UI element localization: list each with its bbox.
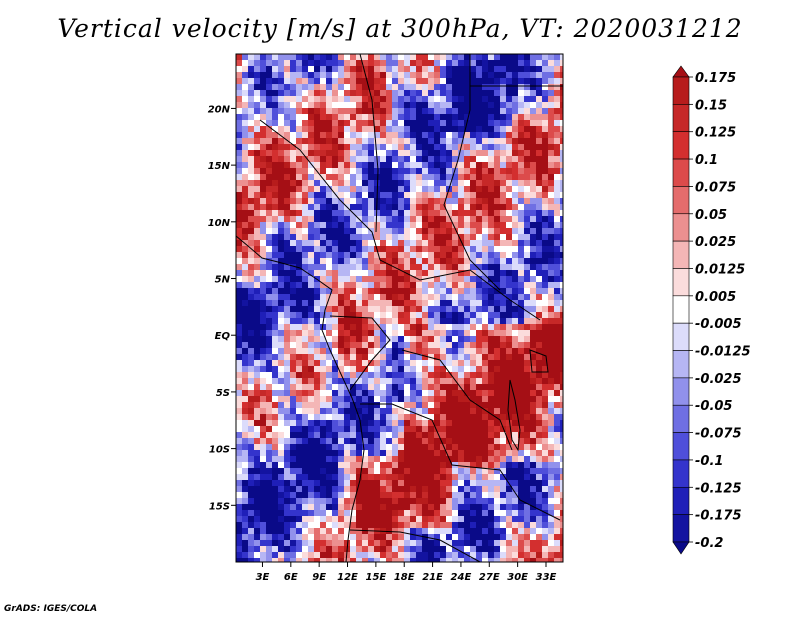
colorbar-segment (672, 158, 690, 187)
colorbar-label: 0.0125 (695, 262, 745, 277)
colorbar-label: -0.025 (695, 372, 742, 387)
colorbar-label: 0.125 (695, 126, 736, 141)
colorbar-label: 0.175 (695, 71, 736, 86)
colorbar-label: 0.075 (695, 180, 736, 195)
border-line (443, 54, 501, 291)
colorbar-label: 0.15 (695, 98, 727, 113)
colorbar-label: -0.075 (695, 427, 742, 442)
vertical-velocity-field (236, 54, 563, 562)
x-tick-label: 21E (422, 572, 443, 583)
colorbar-label: -0.005 (695, 317, 742, 332)
y-tick-label: 5S (216, 388, 230, 399)
colorbar-label: -0.05 (695, 399, 732, 414)
colorbar-label: 0.05 (695, 208, 727, 223)
country-borders (236, 54, 563, 562)
colorbar-label: 0.005 (695, 290, 736, 305)
colorbar-segment (672, 514, 690, 543)
colorbar-label: -0.1 (695, 454, 723, 469)
y-axis-ticks: 20N 15N 10N 5N EQ 5S 10S 15S (208, 104, 236, 512)
colorbar-label: -0.2 (695, 536, 723, 551)
y-tick-label: 5N (215, 275, 231, 286)
colorbar-segment (672, 268, 690, 297)
colorbar-segment (672, 432, 690, 461)
coastline (236, 235, 365, 562)
colorbar-segment (672, 131, 690, 160)
colorbar-segment (672, 104, 690, 133)
border-line (360, 403, 561, 521)
chart-title: Vertical velocity [m/s] at 300hPa, VT: 2… (57, 14, 743, 43)
colorbar-segment (672, 322, 690, 351)
colorbar-label: -0.0125 (695, 345, 751, 360)
footer-credit: GrADS: IGES/COLA (4, 604, 98, 614)
colorbar-segment (672, 541, 690, 555)
colorbar-label: -0.125 (695, 481, 742, 496)
x-tick-label: 24E (451, 572, 472, 583)
lake-outline (529, 349, 549, 373)
lake-outline (507, 379, 521, 452)
border-line (329, 315, 391, 391)
colorbar-segment (672, 76, 690, 105)
y-tick-label: EQ (215, 331, 231, 342)
colorbar-label: 0.1 (695, 153, 718, 168)
colorbar-segment (672, 186, 690, 215)
border-line (259, 119, 381, 261)
colorbar-segment (672, 486, 690, 515)
border-line (349, 529, 481, 562)
x-tick-label: 3E (256, 572, 270, 583)
x-tick-label: 12E (337, 572, 358, 583)
colorbar-segment (672, 404, 690, 433)
colorbar-label: 0.025 (695, 235, 736, 250)
x-axis-ticks: 3E 6E 9E 12E 15E 18E 21E 24E 27E 30E 33E (256, 562, 557, 583)
plot-frame (235, 53, 564, 563)
colorbar-segment (672, 213, 690, 242)
colorbar-segment (672, 350, 690, 379)
x-tick-label: 30E (507, 572, 528, 583)
y-tick-label: 15S (209, 501, 230, 512)
y-tick-label: 20N (208, 104, 231, 115)
colorbar-segment (672, 377, 690, 406)
border-line (359, 54, 379, 233)
y-tick-label: 10S (209, 445, 230, 456)
x-tick-label: 18E (394, 572, 415, 583)
colorbar-segment (672, 459, 690, 488)
colorbar-segment (672, 65, 690, 78)
x-tick-label: 27E (479, 572, 500, 583)
y-tick-label: 10N (208, 218, 231, 229)
colorbar-label: -0.175 (695, 509, 742, 524)
colorbar-segment (672, 240, 690, 269)
x-tick-label: 9E (312, 572, 326, 583)
x-tick-label: 15E (365, 572, 386, 583)
border-line (401, 349, 513, 451)
colorbar: 0.175 0.15 0.125 0.1 0.075 0.05 0.025 0.0125 0.0… (672, 65, 751, 555)
x-tick-label: 6E (284, 572, 298, 583)
colorbar-segment (672, 295, 690, 324)
border-line (379, 259, 541, 321)
x-tick-label: 33E (536, 572, 557, 583)
y-tick-label: 15N (208, 161, 231, 172)
